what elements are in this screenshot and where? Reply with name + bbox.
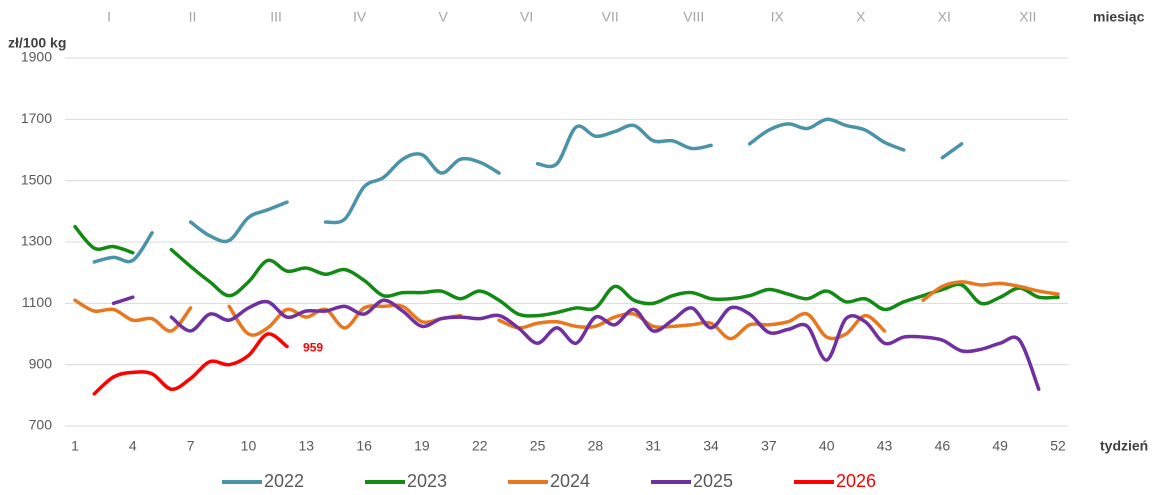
series-line (73, 280, 1060, 341)
month-label: VIII (683, 9, 704, 25)
legend-label: 2026 (836, 471, 876, 491)
series-line (92, 117, 964, 264)
y-tick-label: 1300 (21, 233, 52, 249)
x-tick-label: 1 (71, 438, 79, 454)
y-tick-label: 1900 (21, 49, 52, 65)
month-label: I (107, 9, 111, 25)
month-label: III (270, 9, 282, 25)
month-label: X (856, 9, 866, 25)
y-axis-label: zł/100 kg (8, 35, 66, 51)
x-tick-label: 37 (761, 438, 777, 454)
month-label: XI (938, 9, 951, 25)
month-label: VII (602, 9, 619, 25)
series-line (111, 295, 1041, 391)
x-tick-label: 34 (703, 438, 719, 454)
y-tick-label: 1100 (22, 294, 52, 310)
x-tick-label: 10 (241, 438, 257, 454)
month-label: IX (771, 9, 785, 25)
x-tick-label: 43 (877, 438, 893, 454)
x-tick-label: 40 (819, 438, 835, 454)
month-label: V (438, 9, 448, 25)
x-tick-label: 7 (187, 438, 195, 454)
legend-label: 2022 (264, 471, 304, 491)
x-tick-label: 28 (588, 438, 604, 454)
month-label: VI (520, 9, 533, 25)
data-label: 959 (303, 341, 323, 355)
x-tick-label: 13 (299, 438, 315, 454)
series-line (73, 224, 1060, 318)
month-label: XII (1019, 9, 1036, 25)
month-label: II (189, 9, 197, 25)
legend-label: 2024 (550, 471, 590, 491)
x-tick-label: 31 (645, 438, 661, 454)
x-tick-label: 52 (1050, 438, 1066, 454)
y-tick-label: 1500 (21, 171, 52, 187)
y-tick-label: 700 (29, 417, 53, 433)
x-tick-label: 49 (992, 438, 1008, 454)
x-tick-label: 4 (129, 438, 137, 454)
y-tick-label: 900 (29, 355, 53, 371)
series-line (92, 332, 289, 396)
x-tick-label: 19 (414, 438, 430, 454)
x-tick-label: 25 (530, 438, 546, 454)
x-tick-label: 46 (935, 438, 951, 454)
legend-label: 2023 (407, 471, 447, 491)
x-axis-label: tydzień (1100, 438, 1148, 454)
month-label: IV (353, 9, 367, 25)
x-tick-label: 22 (472, 438, 488, 454)
legend-label: 2025 (693, 471, 733, 491)
month-label: miesiąc (1093, 9, 1145, 25)
y-tick-label: 1700 (21, 110, 52, 126)
x-tick-label: 16 (356, 438, 372, 454)
